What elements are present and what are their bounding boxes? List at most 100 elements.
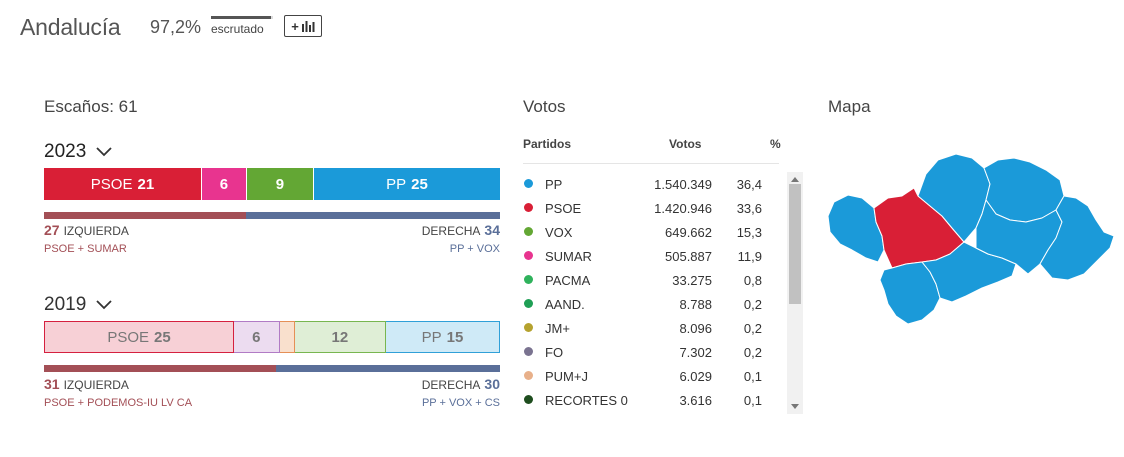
seat-segment[interactable]: PP 25 [313, 168, 500, 200]
party-pct: 11,9 [737, 249, 762, 264]
party-color-dot [524, 323, 533, 332]
bloc-split-bar-previous [44, 365, 500, 372]
party-pct: 36,4 [736, 177, 762, 192]
chart-view-button[interactable]: + [284, 15, 322, 37]
chevron-down-icon [96, 147, 112, 157]
party-votes: 8.096 [679, 321, 712, 336]
list-item: JM+ 8.096 0,2 [521, 316, 783, 340]
list-item: PSOE 1.420.946 33,6 [521, 196, 783, 220]
region-title: Andalucía [20, 13, 121, 40]
scrutinized-percentage: 97,2% [150, 17, 202, 37]
party-votes: 3.616 [679, 393, 712, 408]
seat-segment[interactable]: PSOE 21 [44, 168, 201, 200]
party-name: PUM+J [545, 369, 588, 384]
right-bloc-label: DERECHA [421, 378, 481, 392]
chart-button-plus: + [291, 18, 299, 34]
seat-segment-count: 15 [446, 328, 464, 346]
seats-bar-previous: PSOE 25 6 12 PP 15 [44, 321, 500, 353]
region-header: Andalucía 97,2% escrutado + [20, 12, 322, 42]
party-pct: 0,8 [743, 273, 762, 288]
votes-header-party: Partidos [523, 137, 572, 151]
seat-segment-count: 25 [411, 175, 428, 193]
left-bloc-label: IZQUIERDA [63, 224, 129, 238]
votes-header-pct: % [770, 137, 781, 151]
party-pct: 0,1 [743, 393, 762, 408]
party-pct: 0,2 [743, 345, 762, 360]
votes-title: Votos [523, 97, 566, 116]
left-bloc-bar [44, 212, 246, 219]
left-bloc-seats: 27 [44, 222, 60, 238]
seat-segment[interactable]: 12 [294, 321, 386, 353]
scroll-up-arrow-icon[interactable] [791, 177, 799, 182]
andalucia-map [827, 153, 1115, 325]
seats-bar-current: PSOE 21 6 9 PP 25 [44, 168, 500, 200]
party-votes: 33.275 [672, 273, 712, 288]
year-selector-current[interactable]: 2023 [44, 141, 112, 163]
seat-segment[interactable] [279, 321, 295, 353]
seat-segment-party: PP [386, 175, 407, 193]
seat-segment[interactable]: 6 [200, 168, 246, 200]
scrutinized-progress-bar [211, 16, 273, 19]
party-name: VOX [545, 225, 573, 240]
scrollbar-thumb[interactable] [789, 184, 801, 304]
seat-segment[interactable]: 9 [245, 168, 314, 200]
right-bloc-bar [245, 212, 500, 219]
seats-title: Escaños: 61 [44, 97, 138, 116]
party-name: JM+ [545, 321, 570, 336]
seat-segment[interactable]: PP 15 [385, 321, 500, 353]
party-color-dot [524, 275, 533, 284]
party-color-dot [524, 347, 533, 356]
party-color-dot [524, 251, 533, 260]
chevron-down-icon [96, 300, 112, 310]
province-huelva[interactable] [827, 194, 885, 263]
map-title: Mapa [828, 97, 871, 116]
year-selector-previous[interactable]: 2019 [44, 294, 112, 316]
right-bloc-seats: 30 [484, 376, 500, 392]
province-cadiz[interactable] [879, 261, 941, 325]
province-almeria[interactable] [1039, 195, 1115, 281]
party-votes: 1.540.349 [654, 177, 712, 192]
seat-segment-count: 12 [331, 328, 349, 346]
party-pct: 0,1 [743, 369, 762, 384]
party-pct: 0,2 [743, 321, 762, 336]
party-votes: 649.662 [665, 225, 712, 240]
right-bloc-current: DERECHA 34 [422, 222, 500, 238]
left-bloc-current: 27 IZQUIERDA [44, 222, 129, 238]
votes-list[interactable]: PP 1.540.349 36,4 PSOE 1.420.946 33,6 VOX 649.6… [521, 172, 803, 414]
party-color-dot [524, 299, 533, 308]
right-bloc-previous: DERECHA 30 [422, 376, 500, 392]
province-malaga[interactable] [921, 241, 1017, 303]
scrutinized-progress-fill [211, 16, 272, 19]
left-bloc-parties-current: PSOE + SUMAR [44, 243, 127, 255]
left-bloc-previous: 31 IZQUIERDA [44, 376, 129, 392]
list-item: PP 1.540.349 36,4 [521, 172, 783, 196]
list-item: RECORTES 0 3.616 0,1 [521, 388, 783, 412]
party-color-dot [524, 179, 533, 188]
votes-scrollbar[interactable] [787, 172, 803, 414]
party-color-dot [524, 395, 533, 404]
seat-segment-party: PP [421, 328, 442, 346]
bloc-split-bar-current [44, 212, 500, 219]
party-color-dot [524, 227, 533, 236]
party-pct: 0,2 [743, 297, 762, 312]
list-item: AAND. 8.788 0,2 [521, 292, 783, 316]
seat-segment-party: PSOE [107, 328, 149, 346]
party-votes: 1.420.946 [654, 201, 712, 216]
scroll-down-arrow-icon[interactable] [791, 404, 799, 409]
left-bloc-bar [44, 365, 276, 372]
list-item: SUMAR 505.887 11,9 [521, 244, 783, 268]
seat-segment[interactable]: 6 [234, 321, 280, 353]
list-item: FO 7.302 0,2 [521, 340, 783, 364]
seat-segment-count: 25 [154, 328, 171, 346]
party-name: AAND. [545, 297, 585, 312]
seat-segment-count: 6 [219, 175, 229, 193]
seat-segment[interactable]: PSOE 25 [44, 321, 234, 353]
scrutinized-indicator: escrutado [211, 16, 273, 36]
left-bloc-parties-previous: PSOE + PODEMOS-IU LV CA [44, 397, 193, 409]
right-bloc-parties-previous: PP + VOX + CS [421, 397, 500, 409]
party-name: PP [545, 177, 563, 192]
right-bloc-label: DERECHA [421, 224, 481, 238]
right-bloc-parties-current: PP + VOX [449, 243, 500, 255]
party-name: PACMA [545, 273, 591, 288]
year-label-current: 2023 [44, 141, 87, 162]
